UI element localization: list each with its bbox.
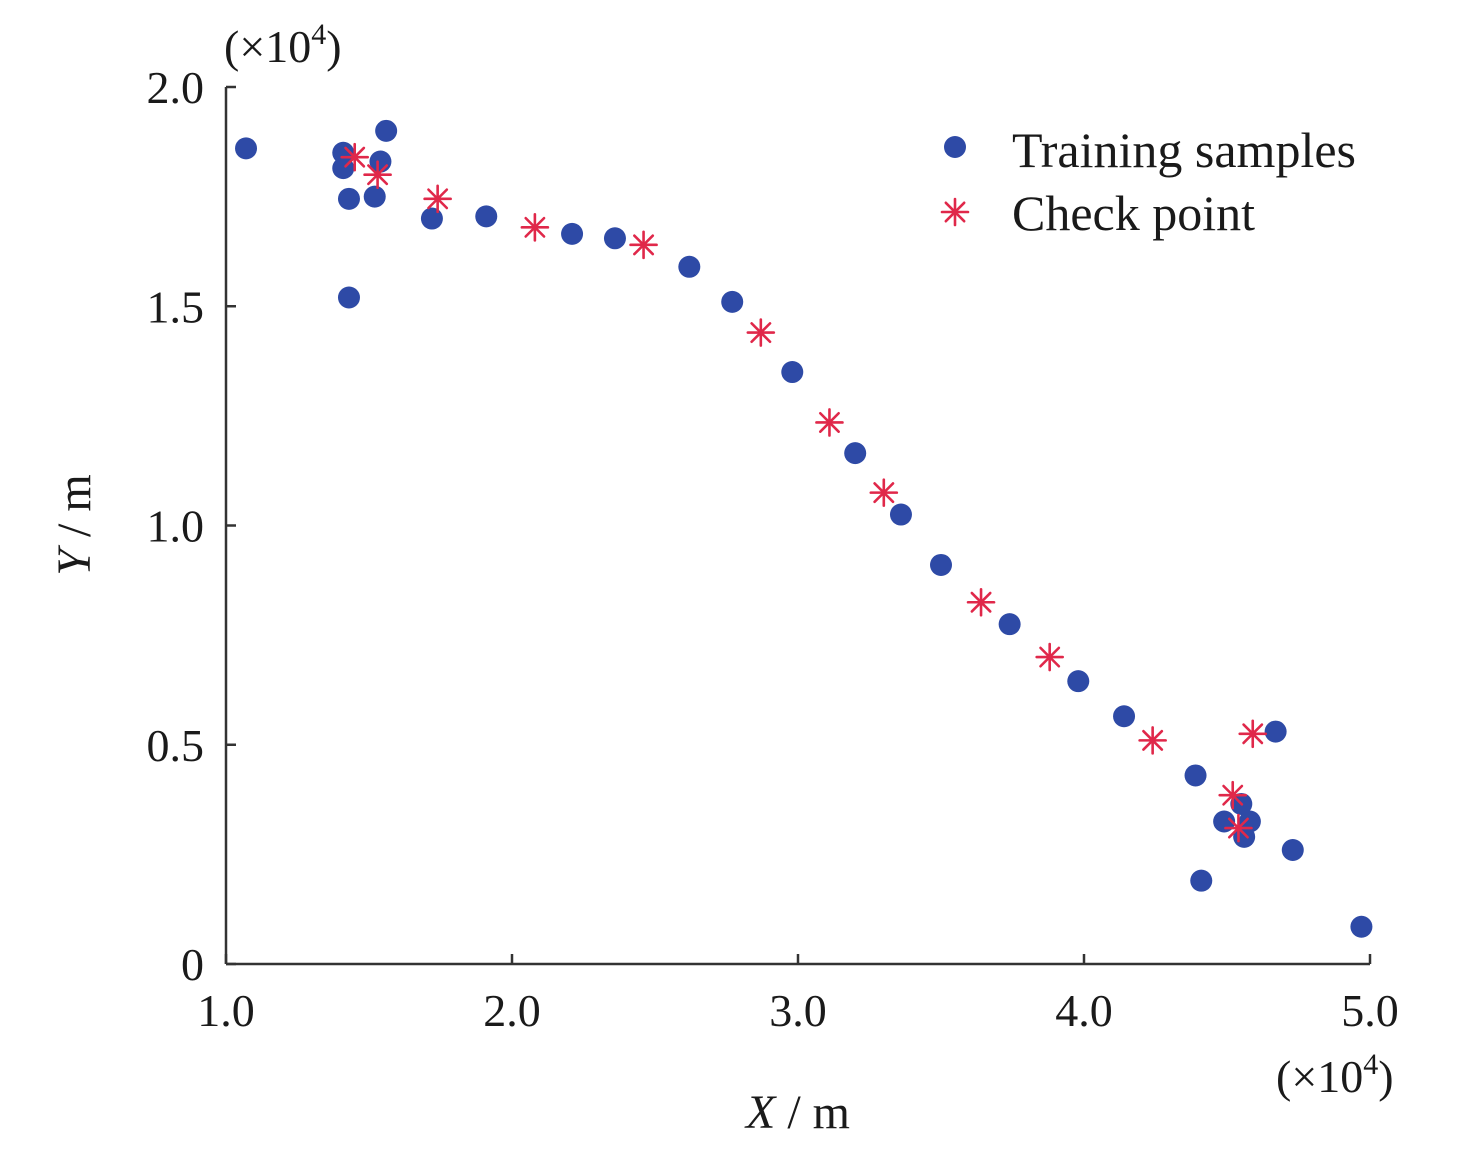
legend: Training samples Check point <box>940 122 1356 241</box>
x-ticks: 1.0 2.0 3.0 4.0 5.0 <box>197 954 1399 1036</box>
x-axis-label: X / m <box>744 1086 850 1139</box>
y-tick-label: 0.5 <box>147 720 205 771</box>
y-tick-label: 1.0 <box>147 501 205 552</box>
training-point <box>1350 915 1373 938</box>
training-point <box>375 119 398 142</box>
check-point <box>520 213 550 242</box>
training-point <box>235 137 258 160</box>
legend-check-label: Check point <box>1012 185 1255 241</box>
check-point <box>1224 813 1253 843</box>
x-tick-label: 5.0 <box>1341 985 1399 1036</box>
check-point <box>966 587 996 617</box>
training-point <box>1190 869 1213 892</box>
check-point <box>340 142 370 172</box>
training-point <box>561 222 584 245</box>
check-point <box>423 184 452 214</box>
y-tick-label: 1.5 <box>147 281 205 332</box>
check-point <box>746 318 776 347</box>
training-point <box>337 187 360 210</box>
legend-training-marker <box>944 136 966 158</box>
x-multiplier: (×104) <box>1276 1048 1394 1102</box>
training-point <box>1067 670 1090 693</box>
x-tick-label: 2.0 <box>483 985 541 1036</box>
training-series <box>235 119 1373 938</box>
check-point <box>363 160 392 189</box>
x-tick-label: 1.0 <box>197 985 255 1036</box>
y-multiplier: (×104) <box>224 18 342 72</box>
training-point <box>1184 764 1207 787</box>
x-tick-label: 4.0 <box>1055 985 1113 1036</box>
legend-training-label: Training samples <box>1012 122 1356 178</box>
training-point <box>844 442 867 465</box>
x-tick-label: 3.0 <box>769 985 827 1036</box>
training-point <box>721 290 744 313</box>
legend-check-asterisk <box>940 197 970 227</box>
check-point <box>1218 780 1248 810</box>
check-point <box>1238 719 1268 749</box>
check-point <box>1035 642 1064 672</box>
legend-check-marker <box>940 197 970 227</box>
check-point <box>1138 726 1167 755</box>
training-point <box>1113 705 1136 728</box>
training-point <box>678 255 701 278</box>
y-ticks: 0 0.5 1.0 1.5 2.0 <box>147 62 236 990</box>
training-point <box>475 205 498 228</box>
training-point <box>781 361 804 384</box>
training-point <box>420 207 443 230</box>
y-tick-label: 0 <box>181 939 204 990</box>
check-point <box>869 478 899 507</box>
check-point <box>629 230 658 260</box>
training-point <box>363 185 386 208</box>
training-point <box>337 286 360 309</box>
training-point <box>889 503 912 526</box>
y-axis-label: Y / m <box>48 474 101 575</box>
y-tick-label: 2.0 <box>147 62 205 113</box>
check-series <box>340 142 1268 843</box>
training-point <box>1264 720 1287 743</box>
training-point <box>603 227 626 250</box>
training-point <box>998 613 1021 636</box>
check-point <box>815 408 844 437</box>
training-point <box>1281 838 1304 861</box>
training-point <box>930 553 952 576</box>
